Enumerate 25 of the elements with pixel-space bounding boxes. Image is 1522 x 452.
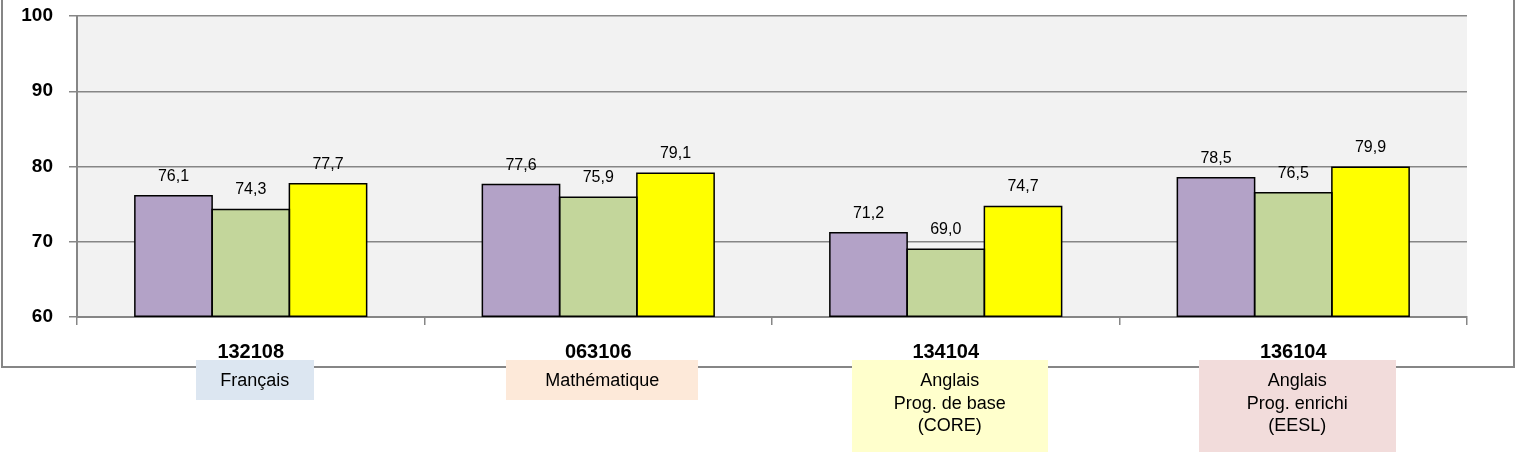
data-label: 74,7 xyxy=(1007,177,1039,195)
x-tick-label: 132108 xyxy=(217,339,285,362)
data-label: 77,6 xyxy=(505,155,537,173)
data-label: 79,9 xyxy=(1354,138,1387,156)
data-label: 78,5 xyxy=(1200,148,1232,166)
x-tick-label: 134104 xyxy=(912,339,980,362)
data-label: 71,2 xyxy=(852,203,885,221)
y-tick-label: 80 xyxy=(31,154,53,176)
y-tick-label: 90 xyxy=(31,79,53,101)
y-tick-label: 100 xyxy=(21,4,53,26)
label-box: Mathématique xyxy=(506,360,699,400)
data-label: 76,1 xyxy=(157,166,190,184)
y-tick-label: 60 xyxy=(31,305,53,327)
label-box: Anglais Prog. enrichi (EESL) xyxy=(1198,360,1396,452)
x-tick-label: 136104 xyxy=(1259,339,1328,362)
x-tick-label: 063106 xyxy=(564,339,632,362)
data-label: 79,1 xyxy=(659,144,692,162)
label-box: Français xyxy=(195,360,314,400)
label-box: Anglais Prog. de base (CORE) xyxy=(851,360,1048,452)
data-label: 76,5 xyxy=(1277,163,1309,181)
y-tick-label: 70 xyxy=(31,229,53,251)
data-label: 77,7 xyxy=(312,154,344,172)
data-label: 69,0 xyxy=(930,220,962,238)
data-label: 75,9 xyxy=(582,168,614,186)
data-label: 74,3 xyxy=(235,180,267,198)
